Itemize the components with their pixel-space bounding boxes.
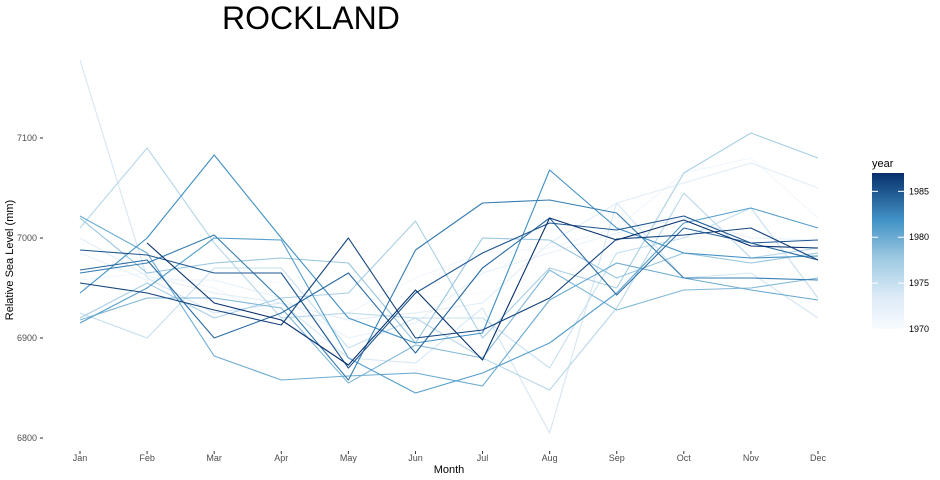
chart-title: ROCKLAND: [222, 0, 400, 36]
series-line-1984: [79, 217, 819, 354]
legend-title: year: [872, 158, 894, 170]
x-tick-label: Aug: [542, 453, 558, 463]
series-line-1980: [79, 215, 819, 387]
series-line-1987: [146, 217, 819, 366]
series-line-1975: [79, 207, 819, 369]
series-line-1973: [79, 162, 819, 321]
x-tick-label: May: [340, 453, 358, 463]
legend-colorbar: [872, 173, 904, 329]
x-tick-label: Mar: [206, 453, 222, 463]
x-tick-label: Oct: [677, 453, 692, 463]
color-legend: year 1970 1975 1980 1985: [872, 158, 929, 334]
x-tick-label: Apr: [274, 453, 288, 463]
series-lines: [79, 59, 819, 434]
series-line-1977: [79, 132, 819, 339]
x-tick-label: Nov: [743, 453, 760, 463]
series-line-1983: [79, 199, 819, 381]
x-axis: Jan Feb Mar Apr May Jun Jul Aug Sep Oct Nov Dec: [73, 451, 827, 463]
x-tick-label: Sep: [609, 453, 625, 463]
series-line-1979: [79, 269, 819, 384]
legend-tick-label: 1975: [909, 278, 929, 288]
series-line-1974: [79, 59, 819, 434]
x-tick-label: Jan: [73, 453, 88, 463]
legend-ticks: 1970 1975 1980 1985: [872, 186, 929, 334]
legend-tick-label: 1985: [909, 186, 929, 196]
series-line-1978: [79, 217, 819, 344]
series-line-1985: [79, 215, 819, 369]
y-axis-title: Relative Sea Level (mm): [4, 200, 16, 320]
x-tick-label: Feb: [139, 453, 155, 463]
y-tick-label: 6900: [17, 333, 37, 343]
x-tick-label: Jun: [408, 453, 423, 463]
x-tick-label: Dec: [810, 453, 827, 463]
y-tick-label: 7000: [17, 233, 37, 243]
series-line-1982: [79, 154, 819, 344]
legend-tick-label: 1970: [909, 324, 929, 334]
x-tick-label: Jul: [477, 453, 489, 463]
y-axis: 6800 6900 7000 7100: [17, 133, 43, 443]
x-axis-title: Month: [434, 464, 465, 476]
series-line-1970: [79, 232, 819, 299]
series-line-1971: [79, 157, 819, 321]
series-line-1986: [79, 227, 819, 339]
y-tick-label: 7100: [17, 133, 37, 143]
legend-tick-label: 1980: [909, 232, 929, 242]
y-tick-label: 6800: [17, 433, 37, 443]
